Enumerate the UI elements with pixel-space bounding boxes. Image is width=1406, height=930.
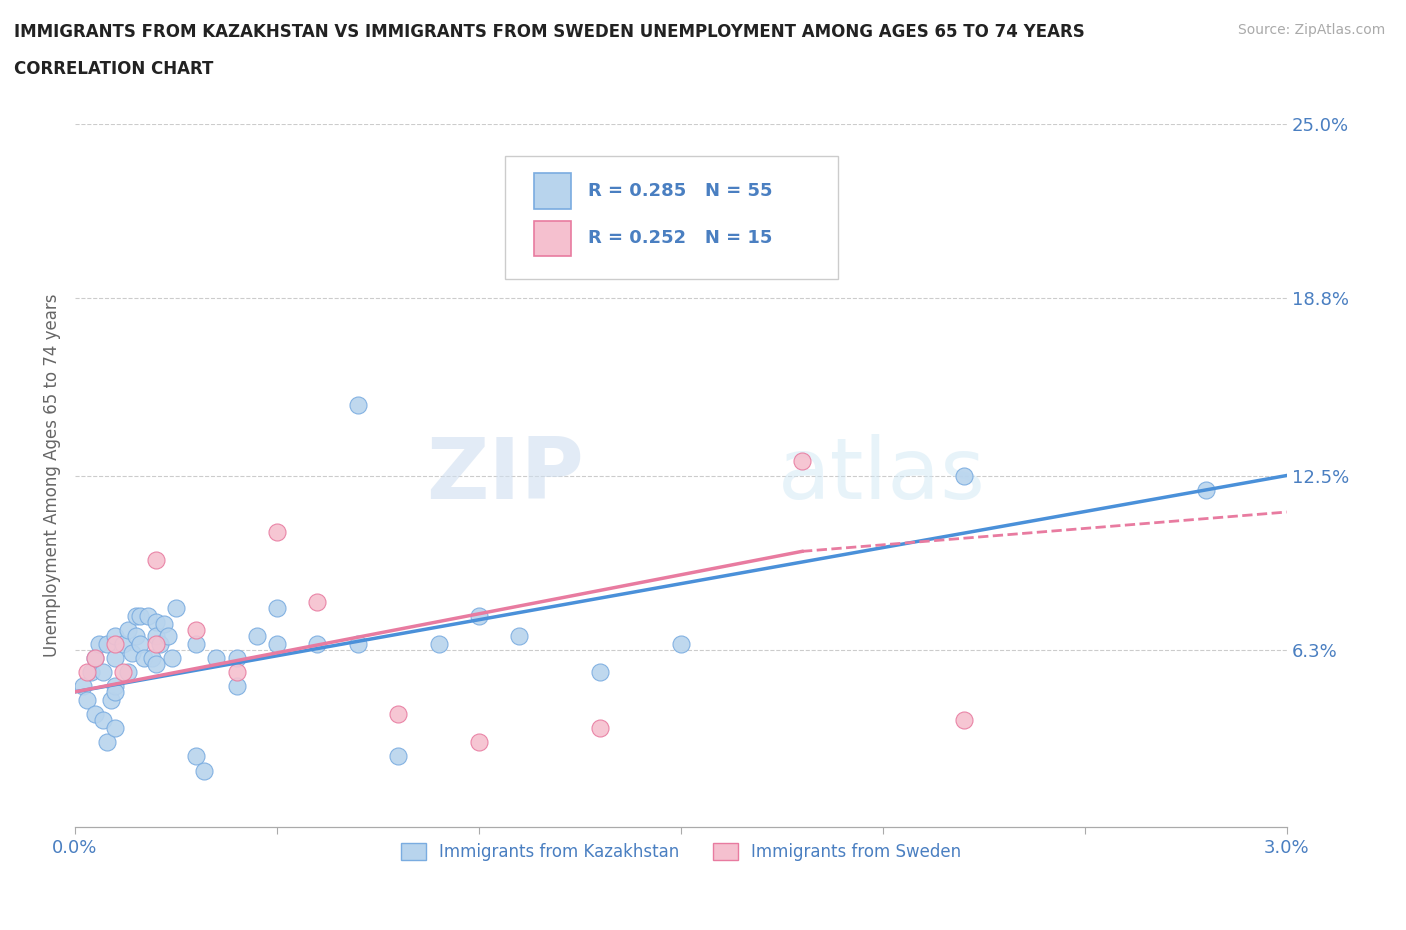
Text: Source: ZipAtlas.com: Source: ZipAtlas.com — [1237, 23, 1385, 37]
Point — [121, 645, 143, 660]
Point — [307, 594, 329, 609]
Point — [112, 665, 135, 680]
Point — [124, 628, 146, 643]
Point — [104, 651, 127, 666]
Point — [387, 707, 409, 722]
Point — [307, 637, 329, 652]
Point — [91, 665, 114, 680]
Point — [149, 637, 172, 652]
Point — [117, 622, 139, 637]
Point — [136, 608, 159, 623]
Point — [165, 600, 187, 615]
Point — [145, 637, 167, 652]
Point — [508, 628, 530, 643]
Point — [117, 665, 139, 680]
Point — [186, 622, 208, 637]
Point — [145, 552, 167, 567]
Point — [132, 651, 155, 666]
Point — [266, 600, 288, 615]
Point — [1195, 482, 1218, 497]
Point — [104, 721, 127, 736]
Point — [193, 764, 215, 778]
Text: IMMIGRANTS FROM KAZAKHSTAN VS IMMIGRANTS FROM SWEDEN UNEMPLOYMENT AMONG AGES 65 : IMMIGRANTS FROM KAZAKHSTAN VS IMMIGRANTS… — [14, 23, 1085, 41]
Point — [76, 665, 98, 680]
Point — [124, 608, 146, 623]
Point — [346, 398, 368, 413]
Point — [346, 637, 368, 652]
Text: CORRELATION CHART: CORRELATION CHART — [14, 60, 214, 78]
Point — [89, 637, 111, 652]
Point — [72, 679, 94, 694]
Point — [84, 651, 107, 666]
Point — [246, 628, 269, 643]
Point — [387, 749, 409, 764]
FancyBboxPatch shape — [534, 221, 571, 257]
Point — [952, 712, 974, 727]
Point — [225, 665, 247, 680]
Point — [225, 679, 247, 694]
Point — [104, 679, 127, 694]
Point — [96, 735, 118, 750]
Point — [100, 693, 122, 708]
Point — [266, 525, 288, 539]
Point — [160, 651, 183, 666]
Point — [128, 637, 150, 652]
Point — [145, 657, 167, 671]
Point — [80, 665, 103, 680]
Point — [427, 637, 450, 652]
Point — [589, 721, 612, 736]
Point — [468, 608, 491, 623]
FancyBboxPatch shape — [534, 174, 571, 208]
Text: atlas: atlas — [778, 434, 986, 517]
Point — [84, 651, 107, 666]
Point — [145, 628, 167, 643]
Point — [186, 749, 208, 764]
Point — [468, 735, 491, 750]
Point — [156, 628, 179, 643]
Text: ZIP: ZIP — [426, 434, 583, 517]
Point — [84, 707, 107, 722]
Point — [104, 628, 127, 643]
Point — [186, 637, 208, 652]
Point — [96, 637, 118, 652]
Point — [952, 468, 974, 483]
Point — [145, 614, 167, 629]
Point — [104, 684, 127, 699]
FancyBboxPatch shape — [505, 156, 838, 279]
Point — [141, 651, 163, 666]
Point — [76, 693, 98, 708]
Point — [225, 651, 247, 666]
Point — [112, 637, 135, 652]
Point — [589, 665, 612, 680]
Point — [205, 651, 228, 666]
Legend: Immigrants from Kazakhstan, Immigrants from Sweden: Immigrants from Kazakhstan, Immigrants f… — [394, 836, 967, 868]
Point — [153, 617, 176, 631]
Y-axis label: Unemployment Among Ages 65 to 74 years: Unemployment Among Ages 65 to 74 years — [44, 294, 60, 658]
Point — [669, 637, 692, 652]
Text: R = 0.252   N = 15: R = 0.252 N = 15 — [588, 229, 772, 247]
Point — [790, 454, 813, 469]
Point — [91, 712, 114, 727]
Point — [104, 637, 127, 652]
Point — [128, 608, 150, 623]
Text: R = 0.285   N = 55: R = 0.285 N = 55 — [588, 182, 772, 200]
Point — [266, 637, 288, 652]
